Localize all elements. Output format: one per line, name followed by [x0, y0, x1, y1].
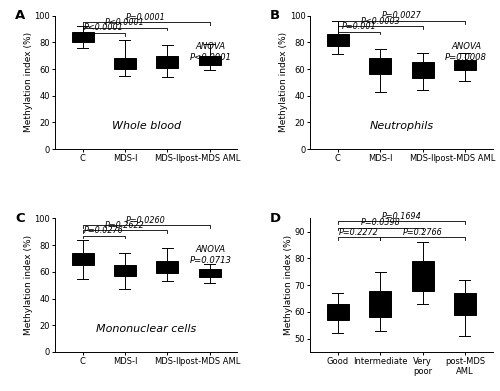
Text: Mononuclear cells: Mononuclear cells [96, 324, 196, 334]
Y-axis label: Methylation index (%): Methylation index (%) [24, 235, 33, 335]
PathPatch shape [114, 58, 136, 69]
PathPatch shape [156, 56, 178, 68]
Text: P<0.0001: P<0.0001 [105, 18, 145, 27]
Text: C: C [15, 212, 24, 225]
Y-axis label: Methylation index (%): Methylation index (%) [279, 32, 288, 133]
PathPatch shape [326, 304, 349, 320]
Text: P=0.0001: P=0.0001 [126, 13, 166, 22]
PathPatch shape [156, 261, 178, 273]
Text: P=0.0260: P=0.0260 [126, 215, 166, 224]
PathPatch shape [72, 253, 94, 265]
Text: Whole blood: Whole blood [112, 121, 180, 131]
PathPatch shape [326, 34, 349, 46]
PathPatch shape [198, 269, 221, 277]
Text: ANOVA
P=0.0008: ANOVA P=0.0008 [445, 42, 487, 62]
PathPatch shape [369, 291, 391, 317]
Text: B: B [270, 9, 280, 22]
Text: P<0.0001: P<0.0001 [84, 23, 124, 32]
PathPatch shape [412, 62, 434, 78]
Y-axis label: Methylation index (%): Methylation index (%) [284, 235, 294, 335]
PathPatch shape [412, 261, 434, 291]
Y-axis label: Methylation index (%): Methylation index (%) [24, 32, 33, 133]
PathPatch shape [198, 56, 221, 65]
Text: P=0.1694: P=0.1694 [382, 212, 421, 221]
Text: ANOVA
P<0.0001: ANOVA P<0.0001 [190, 42, 232, 62]
Text: A: A [15, 9, 25, 22]
Text: D: D [270, 212, 281, 225]
Text: P=0.2622: P=0.2622 [105, 221, 145, 230]
PathPatch shape [72, 32, 94, 42]
Text: P=0.2272: P=0.2272 [339, 228, 379, 237]
PathPatch shape [369, 58, 391, 74]
Text: Neutrophils: Neutrophils [370, 121, 434, 131]
Text: P=0.2766: P=0.2766 [402, 228, 442, 237]
PathPatch shape [454, 293, 476, 314]
PathPatch shape [454, 60, 476, 70]
Text: P=0.0276: P=0.0276 [84, 226, 124, 235]
Text: P<0.0003: P<0.0003 [360, 17, 400, 26]
Text: P=0.0027: P=0.0027 [382, 11, 421, 20]
Text: P=0.0398: P=0.0398 [360, 218, 400, 227]
PathPatch shape [114, 265, 136, 276]
Text: P=0.001: P=0.001 [342, 22, 376, 31]
Text: ANOVA
P=0.0713: ANOVA P=0.0713 [190, 245, 232, 265]
